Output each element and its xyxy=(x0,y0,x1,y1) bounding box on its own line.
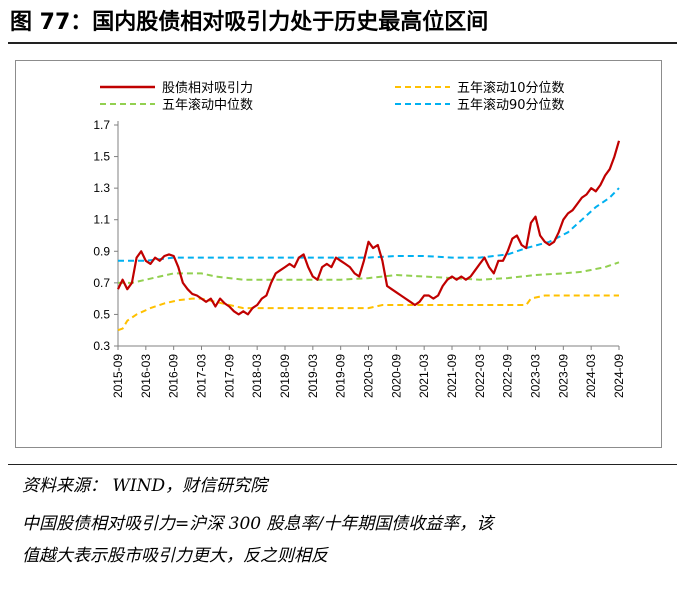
x-tick-label: 2015-09 xyxy=(111,354,125,398)
x-tick-label: 2021-09 xyxy=(445,354,459,398)
y-tick-label: 1.7 xyxy=(93,118,110,132)
y-tick-label: 1.1 xyxy=(93,213,110,227)
x-tick-label: 2023-03 xyxy=(529,354,543,398)
x-tick-label: 2023-09 xyxy=(556,354,570,398)
x-tick-label: 2016-09 xyxy=(167,354,181,398)
series-line-p10 xyxy=(117,294,619,332)
source-text: 资料来源： WIND，财信研究院 xyxy=(22,476,268,496)
chart-frame xyxy=(15,60,662,448)
x-tick-label: 2020-03 xyxy=(362,354,376,398)
x-tick-label: 2024-09 xyxy=(612,354,626,398)
figure-title: 图 77：国内股债相对吸引力处于历史最高位区间 xyxy=(10,10,489,35)
legend-label-p10: 五年滚动10分位数 xyxy=(457,80,565,96)
y-tick-label: 1.3 xyxy=(93,181,110,195)
y-tick-label: 0.3 xyxy=(93,339,110,353)
x-tick-label: 2017-03 xyxy=(195,354,209,398)
x-tick-label: 2016-03 xyxy=(139,354,153,398)
x-tick-label: 2017-09 xyxy=(222,354,236,398)
x-tick-label: 2018-09 xyxy=(278,354,292,398)
series-layer xyxy=(117,140,621,332)
series-line-p90 xyxy=(118,187,620,262)
x-tick-label: 2022-09 xyxy=(501,354,515,398)
x-tick-label: 2021-03 xyxy=(417,354,431,398)
legend-label-median: 五年滚动中位数 xyxy=(162,97,253,113)
note-line-2: 值越大表示股市吸引力更大，反之则相反 xyxy=(22,546,328,566)
series-line-relative_attractiveness xyxy=(117,140,621,316)
note-text: 中国股债相对吸引力=沪深 300 股息率/十年期国债收益率，该 值越大表示股市吸… xyxy=(22,508,672,572)
x-tick-label: 2019-03 xyxy=(306,354,320,398)
axis-layer: 0.3 0.5 0.7 0.9 1.1 1.3 1.5 1.7 2015-09 2016-03 20… xyxy=(93,118,626,398)
x-tick-label: 2024-03 xyxy=(584,354,598,398)
chart-svg: 0.3 0.5 0.7 0.9 1.1 1.3 1.5 1.7 2015-09 2016-03 20… xyxy=(93,80,626,398)
legend-label-relative_attractiveness: 股债相对吸引力 xyxy=(162,81,253,96)
y-tick-label: 0.7 xyxy=(93,276,110,290)
y-tick-label: 0.9 xyxy=(93,244,110,258)
x-tick-label: 2020-09 xyxy=(389,354,403,398)
series-line-median xyxy=(118,261,620,284)
x-tick-label: 2019-09 xyxy=(334,354,348,398)
x-tick-label: 2022-03 xyxy=(473,354,487,398)
y-tick-label: 1.5 xyxy=(93,150,110,164)
title-rule xyxy=(8,42,677,44)
legend-label-p90: 五年滚动90分位数 xyxy=(457,97,565,113)
note-line-1: 中国股债相对吸引力=沪深 300 股息率/十年期国债收益率，该 xyxy=(22,514,494,534)
source-rule xyxy=(8,464,677,465)
x-tick-label: 2018-03 xyxy=(250,354,264,398)
y-tick-label: 0.5 xyxy=(93,307,110,321)
